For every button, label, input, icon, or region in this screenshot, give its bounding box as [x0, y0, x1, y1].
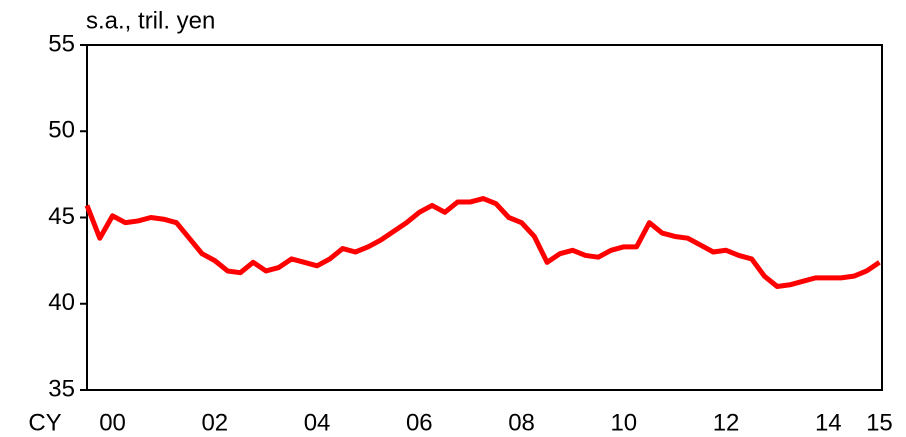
x-tick-label: 04	[304, 409, 331, 436]
x-tick-label: 14	[815, 409, 842, 436]
y-tick-label: 35	[48, 375, 75, 402]
x-tick-label: 02	[201, 409, 228, 436]
y-tick-label: 55	[48, 30, 75, 57]
x-tick-label: 00	[99, 409, 126, 436]
x-tick-label: 12	[713, 409, 740, 436]
y-tick-label: 45	[48, 203, 75, 230]
x-axis-label: CY	[28, 409, 61, 436]
y-tick-label: 40	[48, 289, 75, 316]
y-axis-label: s.a., tril. yen	[86, 7, 215, 34]
x-tick-label: 06	[406, 409, 433, 436]
x-tick-label: 08	[508, 409, 535, 436]
y-tick-label: 50	[48, 117, 75, 144]
x-tick-label: 15	[866, 409, 893, 436]
plot-frame	[86, 44, 883, 391]
data-line	[84, 196, 881, 289]
x-tick-label: 10	[610, 409, 637, 436]
